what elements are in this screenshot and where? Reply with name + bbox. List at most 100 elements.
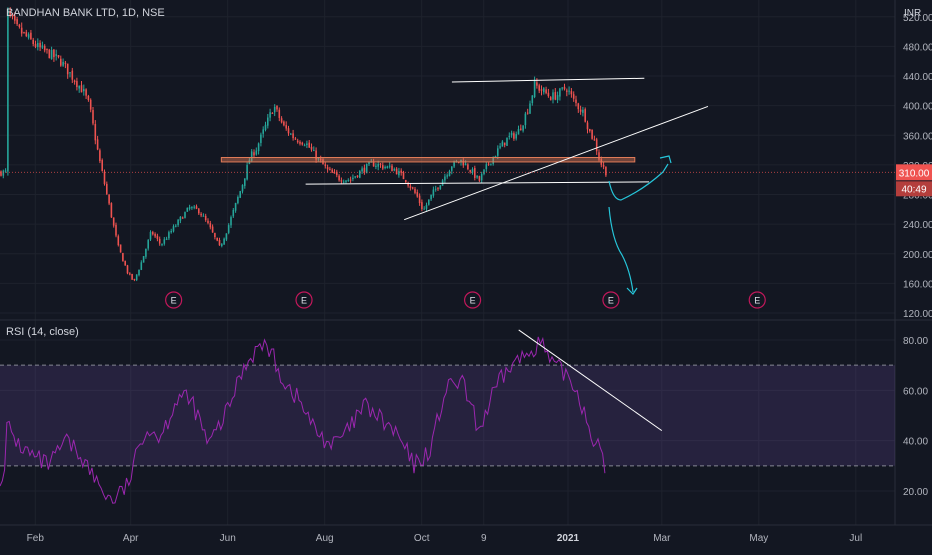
price-tick-10: 120.00 xyxy=(903,309,932,320)
candle-body-11 xyxy=(25,32,28,37)
candle-body-142 xyxy=(326,167,329,170)
candle-body-225 xyxy=(517,129,520,135)
candle-body-50 xyxy=(115,224,117,236)
currency-label[interactable]: INR xyxy=(904,8,922,19)
candle-body-30 xyxy=(69,72,71,74)
candle-body-4 xyxy=(9,11,11,15)
candle-body-8 xyxy=(18,24,21,27)
candle-body-20 xyxy=(46,48,48,50)
candle-body-174 xyxy=(400,170,402,173)
candle-body-51 xyxy=(117,236,120,246)
candle-body-99 xyxy=(227,225,230,233)
candle-body-195 xyxy=(448,171,451,177)
candle-body-17 xyxy=(39,42,41,48)
time-tick-4: Oct xyxy=(414,533,430,544)
candle-body-188 xyxy=(432,189,435,196)
candle-body-242 xyxy=(556,95,559,101)
candle-body-107 xyxy=(246,165,248,180)
candle-body-173 xyxy=(398,171,400,176)
candle-body-75 xyxy=(172,226,175,232)
rising-trendline xyxy=(404,105,709,221)
candle-body-16 xyxy=(37,42,39,48)
candle-body-167 xyxy=(384,167,386,169)
last-price-tag xyxy=(896,164,932,181)
candle-body-65 xyxy=(149,231,152,240)
projection-down-arrow xyxy=(626,287,638,295)
candle-body-68 xyxy=(156,235,159,239)
candle-body-246 xyxy=(566,90,568,92)
candle-body-169 xyxy=(388,165,391,167)
candle-body-76 xyxy=(175,225,177,227)
candle-body-83 xyxy=(191,207,193,209)
candle-body-213 xyxy=(490,163,492,165)
candle-body-189 xyxy=(434,188,437,190)
candle-body-229 xyxy=(526,112,529,114)
candle-body-29 xyxy=(66,63,69,75)
earnings-marker-label-2: E xyxy=(470,296,476,306)
candle-body-37 xyxy=(85,89,87,96)
candle-body-19 xyxy=(43,45,46,51)
candle-body-259 xyxy=(595,139,598,152)
candle-body-111 xyxy=(255,150,258,155)
candle-body-204 xyxy=(469,170,471,172)
price-zone xyxy=(220,157,636,163)
candle-body-158 xyxy=(363,167,366,173)
candle-body-70 xyxy=(161,244,163,246)
candle-body-155 xyxy=(356,175,359,178)
candle-body-3 xyxy=(7,9,9,172)
earnings-marker-2 xyxy=(463,291,482,309)
candle-body-226 xyxy=(520,128,522,130)
candle-body-230 xyxy=(529,103,531,114)
candle-body-54 xyxy=(124,260,126,266)
candle-body-126 xyxy=(290,133,292,135)
candle-body-154 xyxy=(354,176,356,178)
candle-body-172 xyxy=(395,168,398,175)
candle-body-60 xyxy=(138,269,140,276)
candle-body-168 xyxy=(386,166,389,168)
candle-body-205 xyxy=(471,168,474,173)
price-tick-9: 160.00 xyxy=(903,279,932,290)
candle-body-127 xyxy=(292,133,294,139)
time-tick-5: 9 xyxy=(481,533,487,544)
candle-body-42 xyxy=(96,139,99,150)
candle-body-39 xyxy=(89,99,92,110)
last-price-text: 310.00 xyxy=(899,168,930,179)
candle-body-13 xyxy=(30,32,32,40)
time-tick-0: Feb xyxy=(27,533,45,544)
candle-body-178 xyxy=(409,186,412,189)
candle-body-56 xyxy=(129,273,131,275)
rsi-tick-0: 80.00 xyxy=(903,336,928,347)
chart-title: BANDHAN BANK LTD, 1D, NSE xyxy=(6,7,165,19)
candle-body-184 xyxy=(423,208,425,210)
candle-body-227 xyxy=(522,125,524,131)
candle-body-135 xyxy=(310,146,313,150)
candle-body-153 xyxy=(352,177,354,180)
candle-body-217 xyxy=(499,146,501,148)
candle-body-122 xyxy=(280,118,283,123)
candle-body-21 xyxy=(48,49,51,59)
candle-body-214 xyxy=(492,156,494,164)
candle-body-119 xyxy=(273,106,276,113)
candle-body-120 xyxy=(276,105,278,110)
candle-body-31 xyxy=(71,70,74,80)
countdown-text: 40:49 xyxy=(901,184,926,195)
candle-body-193 xyxy=(444,176,446,181)
candle-body-118 xyxy=(271,112,274,114)
earnings-marker-label-1: E xyxy=(301,296,307,306)
candle-body-253 xyxy=(582,109,584,113)
candle-body-147 xyxy=(338,175,340,181)
rsi-tick-1: 60.00 xyxy=(903,386,928,397)
candle-body-187 xyxy=(430,194,432,200)
candle-body-25 xyxy=(57,55,60,58)
candle-body-202 xyxy=(464,163,467,166)
candle-body-235 xyxy=(540,89,543,91)
candle-body-221 xyxy=(508,135,511,137)
candle-body-85 xyxy=(195,206,198,209)
candle-body-96 xyxy=(221,244,223,247)
candle-body-236 xyxy=(543,88,545,93)
candle-body-234 xyxy=(538,85,540,91)
candle-body-103 xyxy=(237,197,239,204)
price-tick-4: 360.00 xyxy=(903,131,932,142)
